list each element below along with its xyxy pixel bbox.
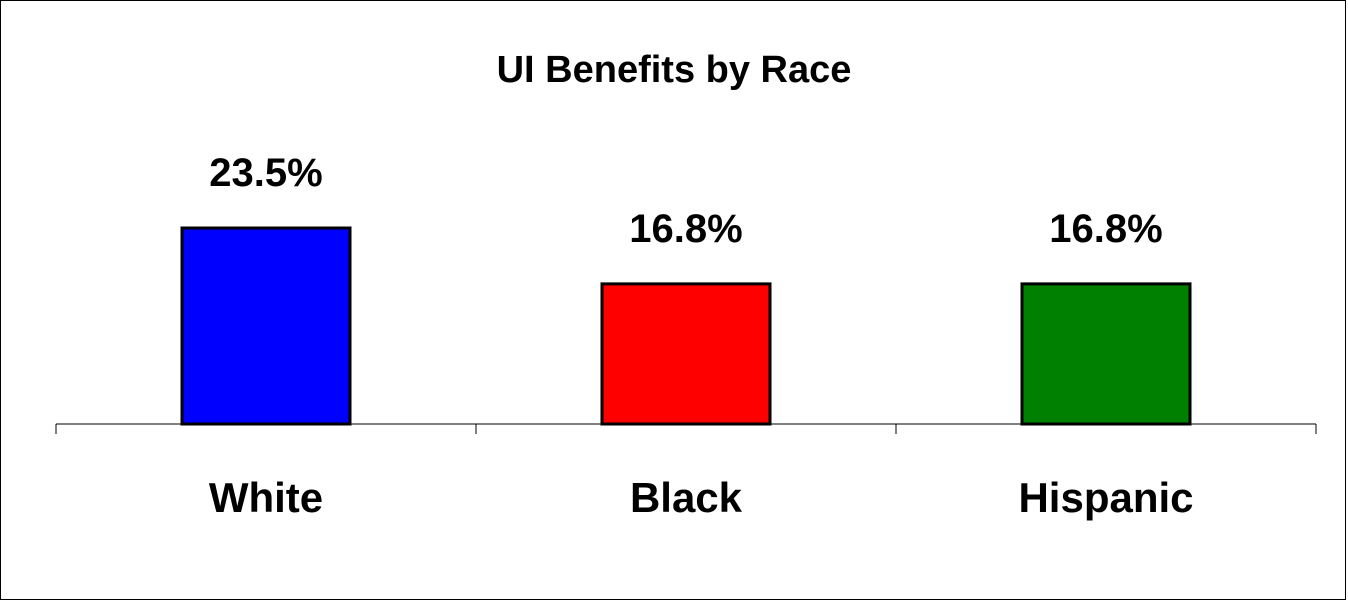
data-label-hispanic: 16.8% <box>1049 207 1162 251</box>
category-label-hispanic: Hispanic <box>1018 474 1193 521</box>
category-label-black: Black <box>630 474 743 521</box>
bar-hispanic <box>1020 282 1192 426</box>
data-label-white: 23.5% <box>209 151 322 195</box>
chart-title: UI Benefits by Race <box>497 49 852 91</box>
data-label-black: 16.8% <box>629 207 742 251</box>
plot-area: 23.5% White 16.8% Black 16.8% Hispanic <box>55 151 1317 521</box>
bar-white <box>180 226 352 426</box>
bar-black <box>600 282 772 426</box>
category-label-white: White <box>209 474 323 521</box>
